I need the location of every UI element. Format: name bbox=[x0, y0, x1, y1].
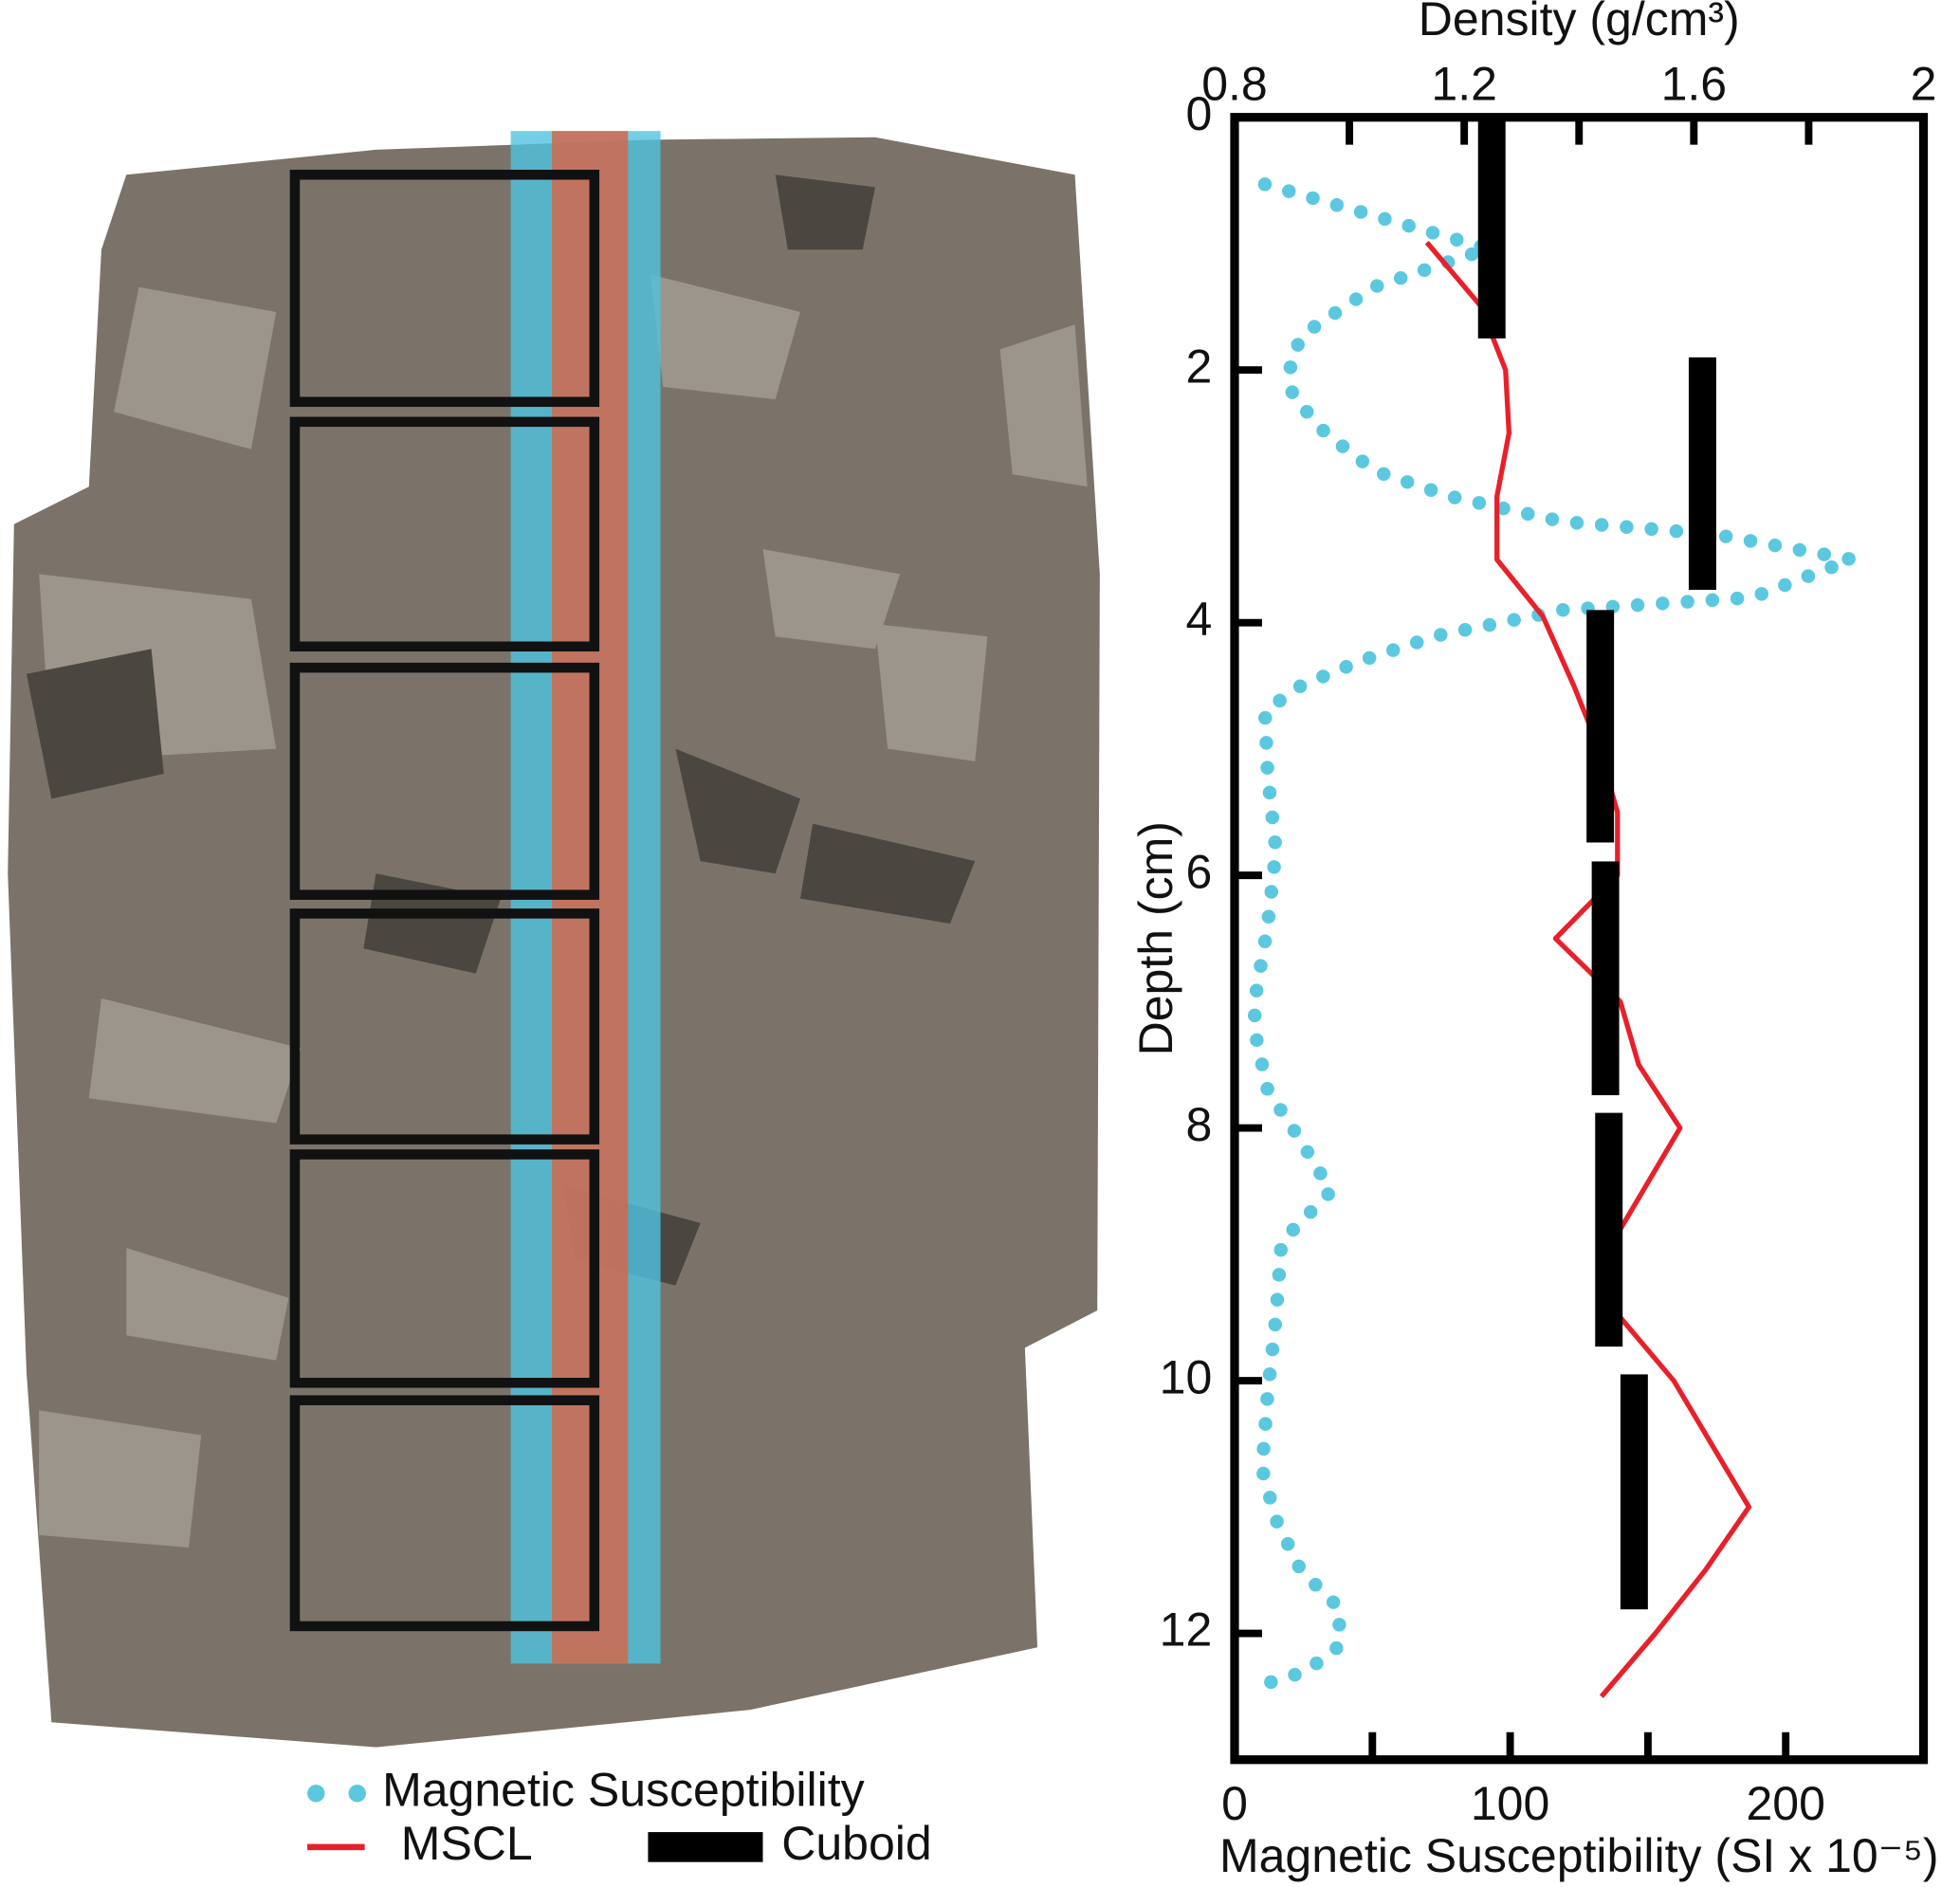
cuboid-bar bbox=[1688, 357, 1716, 591]
y-tick-label: 10 bbox=[1160, 1350, 1213, 1403]
x2-tick-label: 1.2 bbox=[1431, 57, 1497, 110]
x2-tick-label: 2 bbox=[1911, 57, 1937, 110]
x2-tick-label: 0.8 bbox=[1201, 57, 1268, 110]
y-tick-label: 4 bbox=[1185, 593, 1212, 646]
y-tick-label: 6 bbox=[1185, 845, 1212, 898]
x-axis-label: Magnetic Susceptibility (SI x 10⁻⁵) bbox=[1219, 1829, 1939, 1882]
legend-label: Cuboid bbox=[781, 1817, 931, 1870]
x-tick-label: 0 bbox=[1221, 1777, 1248, 1830]
x2-axis-label: Density (g/cm³) bbox=[1419, 0, 1740, 46]
y-tick-label: 8 bbox=[1185, 1098, 1212, 1151]
x2-tick-label: 1.6 bbox=[1661, 57, 1728, 110]
x-tick-label: 100 bbox=[1471, 1777, 1549, 1830]
legend-swatch bbox=[648, 1832, 763, 1862]
cuboid-bar bbox=[1586, 610, 1615, 843]
y-axis-label: Depth (cm) bbox=[1129, 821, 1182, 1055]
x-tick-label: 200 bbox=[1746, 1777, 1824, 1830]
y-tick-label: 12 bbox=[1160, 1603, 1213, 1657]
cuboid-bar bbox=[1591, 861, 1620, 1095]
cuboid-bar bbox=[1595, 1112, 1623, 1347]
core-photo bbox=[8, 131, 1100, 1748]
y-tick-label: 2 bbox=[1185, 339, 1212, 393]
mscl-line bbox=[1424, 240, 1752, 1698]
cuboid-bar bbox=[1477, 117, 1506, 339]
plot-frame bbox=[1230, 113, 1929, 1765]
legend-label: MSCL bbox=[401, 1817, 533, 1870]
cuboid-bar bbox=[1620, 1374, 1648, 1610]
ms-dots bbox=[1247, 177, 1878, 1692]
y-tick-label: 0 bbox=[1185, 87, 1212, 140]
legend-label: Magnetic Susceptibility bbox=[382, 1763, 865, 1816]
